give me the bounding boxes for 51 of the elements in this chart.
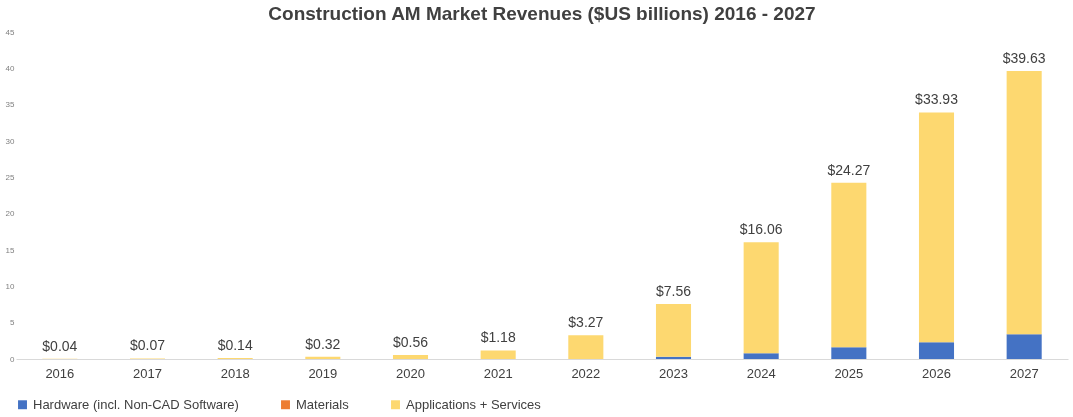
y-tick-label: 45 — [5, 27, 16, 37]
x-tick-label: 2018 — [220, 365, 250, 381]
bar — [655, 356, 692, 359]
total-label: $24.27 — [827, 161, 871, 178]
x-tick-label: 2016 — [45, 365, 75, 381]
chart-title: Construction AM Market Revenues ($US billions) 2016 - 2027 — [268, 3, 816, 24]
bar — [743, 242, 779, 354]
y-tick-label: 25 — [5, 172, 16, 182]
total-label: $39.63 — [1002, 50, 1046, 67]
x-tick-label: 2024 — [746, 365, 776, 381]
bar — [831, 182, 867, 348]
total-label: $1.18 — [480, 329, 516, 346]
bar — [918, 342, 955, 359]
bar — [568, 335, 604, 359]
bar — [743, 353, 779, 359]
total-label: $0.56 — [392, 333, 429, 350]
x-tick-label: 2027 — [1009, 365, 1039, 381]
bar — [1006, 71, 1042, 335]
total-label: $33.93 — [915, 91, 959, 108]
legend-label: Hardware (incl. Non-CAD Software) — [33, 396, 239, 412]
total-label: $7.56 — [655, 283, 692, 300]
total-label: $0.14 — [217, 336, 253, 353]
y-tick-label: 10 — [5, 281, 16, 291]
legend-label: Applications + Services — [406, 396, 542, 412]
x-tick-label: 2025 — [834, 365, 864, 381]
legend-label: Materials — [296, 396, 350, 412]
x-tick-label: 2023 — [659, 365, 688, 381]
y-tick-label: 5 — [10, 318, 16, 328]
y-tick-label: 15 — [5, 245, 16, 255]
x-tick-label: 2020 — [396, 365, 425, 381]
x-tick-label: 2021 — [483, 365, 513, 381]
bar — [392, 354, 429, 359]
total-label: $16.06 — [739, 221, 783, 238]
bar — [918, 112, 955, 343]
bar — [655, 304, 692, 357]
y-tick-label: 0 — [10, 354, 16, 364]
x-tick-label: 2026 — [922, 365, 951, 381]
bar — [831, 347, 867, 359]
x-tick-label: 2019 — [308, 365, 338, 381]
total-label: $0.04 — [42, 337, 78, 354]
x-tick-label: 2017 — [133, 365, 162, 381]
total-label: $0.32 — [305, 335, 341, 352]
x-tick-label: 2022 — [571, 365, 601, 381]
total-label: $3.27 — [568, 314, 604, 331]
y-tick-label: 30 — [5, 136, 16, 146]
y-tick-label: 35 — [5, 100, 16, 110]
total-label: $0.07 — [129, 337, 166, 354]
bar — [1006, 334, 1042, 359]
bar — [480, 350, 516, 359]
y-tick-label: 20 — [5, 209, 16, 219]
y-tick-label: 40 — [5, 63, 16, 73]
